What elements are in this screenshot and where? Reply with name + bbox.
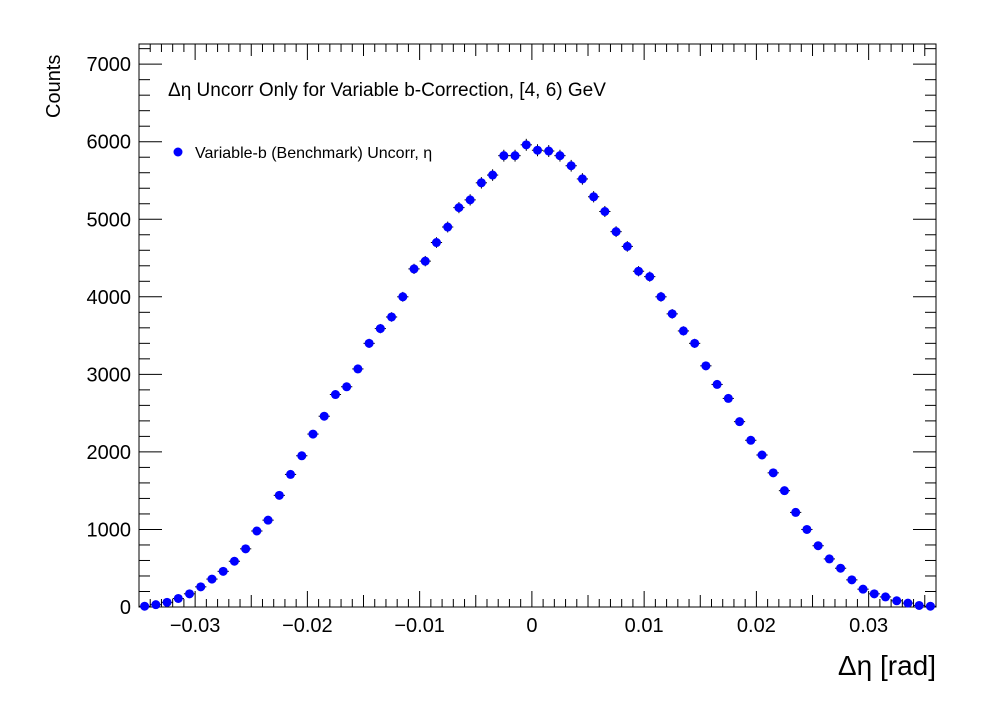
data-point <box>757 450 767 460</box>
data-point <box>465 195 475 205</box>
data-point <box>162 597 172 607</box>
data-point <box>555 151 565 161</box>
data-point <box>330 390 340 400</box>
data-point <box>151 600 161 610</box>
data-point <box>499 151 509 161</box>
data-point <box>218 566 228 576</box>
data-point <box>589 192 599 202</box>
data-point <box>678 326 688 336</box>
data-point <box>723 393 733 403</box>
data-point <box>488 170 498 180</box>
data-point <box>510 151 520 161</box>
y-tick-label: 0 <box>120 597 131 619</box>
y-tick-label: 5000 <box>87 209 132 231</box>
data-point <box>207 574 217 584</box>
data-point <box>791 507 801 517</box>
y-tick-label: 1000 <box>87 519 132 541</box>
data-point <box>634 266 644 276</box>
data-point <box>925 601 935 611</box>
plot-frame <box>138 43 937 608</box>
chart-title: Δη Uncorr Only for Variable b-Correction… <box>168 80 606 101</box>
data-point <box>880 592 890 602</box>
data-point <box>600 207 610 217</box>
legend-marker <box>173 147 183 157</box>
data-point <box>286 469 296 479</box>
y-tick-label: 3000 <box>87 364 132 386</box>
data-point <box>611 227 621 237</box>
x-tick-label: 0.01 <box>625 615 664 637</box>
data-point <box>858 584 868 594</box>
data-point <box>892 596 902 606</box>
data-point <box>274 490 284 500</box>
x-tick-label: −0.02 <box>282 615 333 637</box>
data-point <box>196 582 206 592</box>
data-point <box>308 429 318 439</box>
data-point <box>712 379 722 389</box>
data-point <box>431 238 441 248</box>
data-point <box>836 563 846 573</box>
x-tick-label: 0.02 <box>737 615 776 637</box>
y-axis-label: Counts <box>43 55 65 118</box>
x-axis-label: Δη [rad] <box>838 650 936 681</box>
data-point <box>173 593 183 603</box>
data-point <box>297 451 307 461</box>
data-point <box>398 292 408 302</box>
data-point <box>813 541 823 551</box>
data-point <box>645 272 655 282</box>
data-point <box>577 174 587 184</box>
data-point <box>140 601 150 611</box>
data-point <box>252 526 262 536</box>
data-point <box>454 203 464 213</box>
y-tick-label: 4000 <box>87 287 132 309</box>
data-point <box>544 146 554 156</box>
data-point <box>533 145 542 155</box>
data-point <box>241 544 251 554</box>
data-point <box>342 382 352 392</box>
data-point <box>566 161 576 171</box>
data-point <box>229 556 239 566</box>
data-point <box>622 241 632 251</box>
data-point <box>420 256 430 266</box>
data-point <box>185 589 195 599</box>
data-point <box>690 338 700 348</box>
data-point <box>768 468 778 478</box>
data-point <box>802 524 812 534</box>
x-tick-label: 0.03 <box>849 615 888 637</box>
data-point <box>353 364 363 374</box>
x-tick-label: −0.01 <box>394 615 445 637</box>
data-point <box>735 417 745 427</box>
data-point <box>746 435 756 445</box>
data-point <box>847 575 857 585</box>
data-point <box>914 600 924 610</box>
data-point <box>387 312 397 322</box>
x-tick-label: 0 <box>526 615 537 637</box>
data-point <box>779 486 789 496</box>
y-tick-label: 7000 <box>87 54 132 76</box>
data-point <box>375 324 385 334</box>
x-tick-label: −0.03 <box>170 615 221 637</box>
data-point <box>701 361 711 371</box>
legend: Variable-b (Benchmark) Uncorr, η <box>173 145 432 162</box>
data-point <box>903 598 913 608</box>
data-point <box>319 411 329 421</box>
data-point <box>364 338 374 348</box>
data-point <box>667 309 677 319</box>
data-point <box>476 178 486 188</box>
data-point <box>656 292 666 302</box>
data-point <box>824 554 834 564</box>
data-point <box>521 140 531 150</box>
data-point <box>409 264 419 274</box>
data-point <box>263 515 273 525</box>
tick-labels: −0.03 −0.02 −0.01 0 0.01 0.02 0.03 0 1000 2000 300… <box>87 54 889 637</box>
data-point <box>869 589 879 599</box>
y-tick-label: 2000 <box>87 442 132 464</box>
data-point <box>443 222 453 232</box>
y-tick-label: 6000 <box>87 132 132 154</box>
data-points <box>140 140 935 611</box>
legend-label: Variable-b (Benchmark) Uncorr, η <box>195 145 432 162</box>
